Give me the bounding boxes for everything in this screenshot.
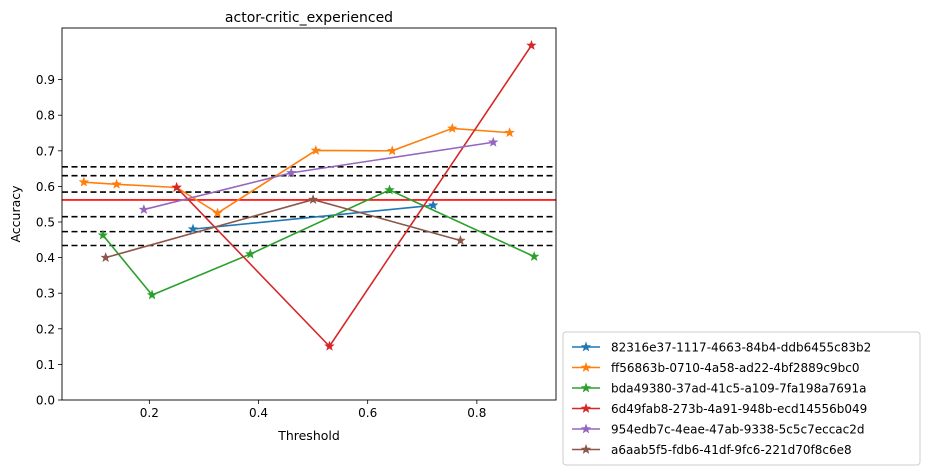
legend-label-0: 82316e37-1117-4663-84b4-ddb6455c83b2 xyxy=(611,341,871,355)
data-point-2-4 xyxy=(528,251,540,261)
x-axis-label: Threshold xyxy=(277,428,340,443)
y-tick-label-2: 0.2 xyxy=(36,322,55,336)
data-point-1-4 xyxy=(310,145,322,155)
legend-marker-3 xyxy=(580,403,592,413)
data-point-5-2 xyxy=(455,235,466,245)
legend-label-4: 954edb7c-4eae-47ab-9338-5c5c7eccac2d xyxy=(611,423,865,437)
data-point-4-1 xyxy=(286,167,297,178)
data-point-3-0 xyxy=(171,182,182,192)
data-point-4-2 xyxy=(488,136,499,147)
data-point-1-1 xyxy=(111,178,122,189)
data-point-1-7 xyxy=(504,127,515,138)
data-point-1-6 xyxy=(447,122,458,133)
data-point-1-3 xyxy=(212,207,223,218)
data-point-0-1 xyxy=(427,199,439,210)
y-tick-label-3: 0.3 xyxy=(36,287,55,301)
series-line-1 xyxy=(83,127,510,215)
data-point-0-0 xyxy=(187,223,199,234)
data-point-1-0 xyxy=(78,176,90,187)
x-tick-label-3: 0.8 xyxy=(467,406,486,420)
legend-marker-2 xyxy=(580,382,592,393)
y-tick-label-9: 0.9 xyxy=(36,73,55,87)
series-line-0 xyxy=(192,204,434,230)
x-axis: 0.2 0.4 0.6 0.8 xyxy=(140,400,486,420)
y-tick-label-0: 0.0 xyxy=(36,394,55,408)
series-line-2 xyxy=(102,189,535,296)
axes-frame xyxy=(61,27,557,401)
legend: 82316e37-1117-4663-84b4-ddb6455c83b2 ff56… xyxy=(562,331,921,466)
legend-label-3: 6d49fab8-273b-4a91-948b-ecd14556b049 xyxy=(611,402,867,416)
legend-marker-4 xyxy=(580,423,592,434)
data-point-5-0 xyxy=(100,252,111,263)
legend-marker-1 xyxy=(580,362,592,372)
x-tick-label-2: 0.6 xyxy=(358,406,377,420)
y-tick-label-8: 0.8 xyxy=(36,109,55,123)
legend-label-5: a6aab5f5-fdb6-41df-9fc6-221d70f8c6e8 xyxy=(611,443,852,457)
data-point-2-3 xyxy=(384,184,395,195)
legend-label-1: ff56863b-0710-4a58-ad22-4bf2889c9bc0 xyxy=(611,361,860,375)
data-point-2-0 xyxy=(97,229,109,240)
data-point-2-1 xyxy=(146,289,158,300)
plot-area xyxy=(62,39,556,351)
x-tick-label-1: 0.4 xyxy=(249,406,268,420)
y-axis: 0.0 0.1 0.2 0.3 0.4 0.5 0.6 0.7 0.8 0.9 xyxy=(36,73,62,408)
y-axis-label: Accuracy xyxy=(8,185,23,243)
data-point-5-1 xyxy=(307,194,319,204)
data-point-2-2 xyxy=(245,248,256,259)
legend-marker-0 xyxy=(580,341,592,352)
data-point-3-2 xyxy=(526,39,537,50)
legend-label-2: bda49380-37ad-41c5-a109-7fa198a7691a xyxy=(611,382,866,396)
legend-marker-5 xyxy=(580,444,592,454)
chart-title: actor-critic_experienced xyxy=(225,10,393,26)
legend-box xyxy=(562,331,921,466)
x-tick-label-0: 0.2 xyxy=(140,406,159,420)
y-tick-label-1: 0.1 xyxy=(36,358,55,372)
data-point-3-1 xyxy=(324,340,335,351)
data-point-1-5 xyxy=(387,145,398,156)
series-line-3 xyxy=(176,44,533,348)
y-tick-label-5: 0.5 xyxy=(36,216,55,230)
y-tick-label-7: 0.7 xyxy=(36,144,55,158)
data-point-4-0 xyxy=(138,204,150,214)
y-tick-label-6: 0.6 xyxy=(36,180,55,194)
y-tick-label-4: 0.4 xyxy=(36,251,55,265)
